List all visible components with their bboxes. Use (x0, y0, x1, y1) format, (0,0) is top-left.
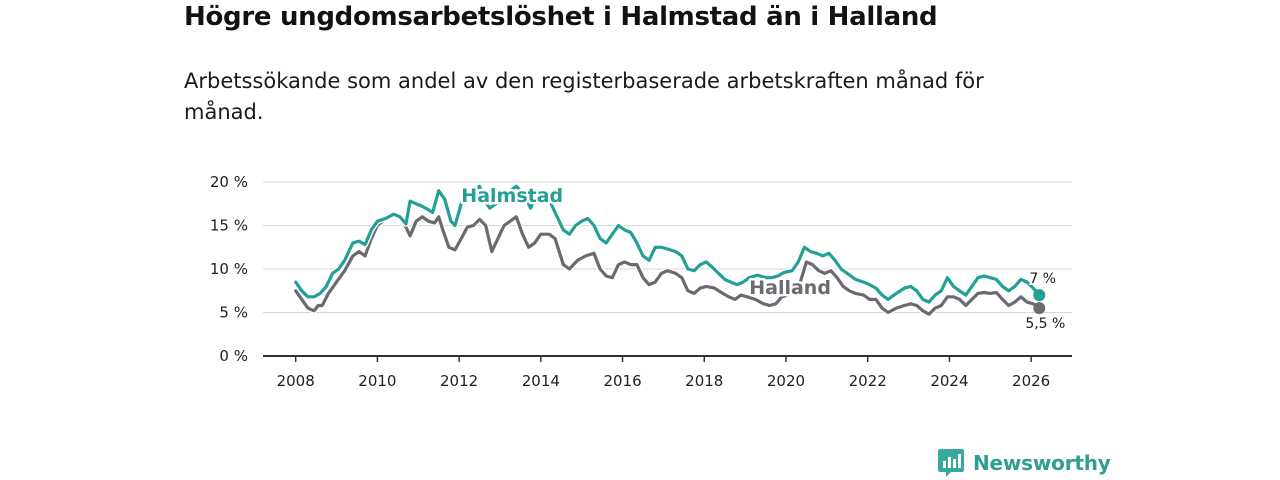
gridlines (263, 181, 1072, 357)
series-line-halland (294, 213, 1041, 316)
y-axis-ticks: 0 % 5 % 10 % 15 % 20 % (210, 173, 248, 365)
series-labels: Halland Halmstad 5,5 % 7 % (459, 183, 1068, 335)
chart-subtitle: Arbetssökande som andel av den registerb… (184, 69, 984, 124)
series-halo-halmstad (292, 183, 1043, 306)
x-tick-label: 2022 (849, 372, 887, 390)
y-tick-label: 0 % (219, 347, 248, 365)
series-label-halmstad: Halmstad (461, 185, 563, 207)
series-line-halmstad (294, 184, 1041, 304)
x-tick-label: 2008 (277, 372, 315, 390)
brand-name: Newsworthy (973, 451, 1111, 475)
y-tick-label: 10 % (210, 260, 248, 278)
end-point-halland (1033, 302, 1046, 315)
end-value-label-halmstad: 7 % (1029, 271, 1056, 287)
end-point-halmstad (1033, 289, 1046, 302)
series-label-halland: Halland (749, 277, 831, 299)
y-tick-label: 15 % (210, 217, 248, 235)
x-tick-label: 2018 (685, 372, 723, 390)
x-tick-label: 2016 (603, 372, 641, 390)
y-tick-label: 20 % (210, 173, 248, 191)
x-tick-label: 2014 (522, 372, 560, 390)
x-tick-label: 2020 (767, 372, 805, 390)
chart-title: Högre ungdomsarbetslöshet i Halmstad än … (184, 2, 938, 32)
end-value-label-halland: 5,5 % (1025, 316, 1065, 332)
x-tick-label: 2012 (440, 372, 478, 390)
x-tick-label: 2010 (358, 372, 396, 390)
x-tick-label: 2024 (930, 372, 968, 390)
x-axis-ticks: 2008 2010 2012 2014 2016 2018 2020 2022 2024 2026 (277, 356, 1050, 390)
series-lines (292, 183, 1046, 318)
newsworthy-brand: Newsworthy (937, 448, 1111, 478)
y-tick-label: 5 % (219, 304, 248, 322)
bar-chart-logo-icon (938, 449, 964, 477)
x-tick-label: 2026 (1012, 372, 1050, 390)
